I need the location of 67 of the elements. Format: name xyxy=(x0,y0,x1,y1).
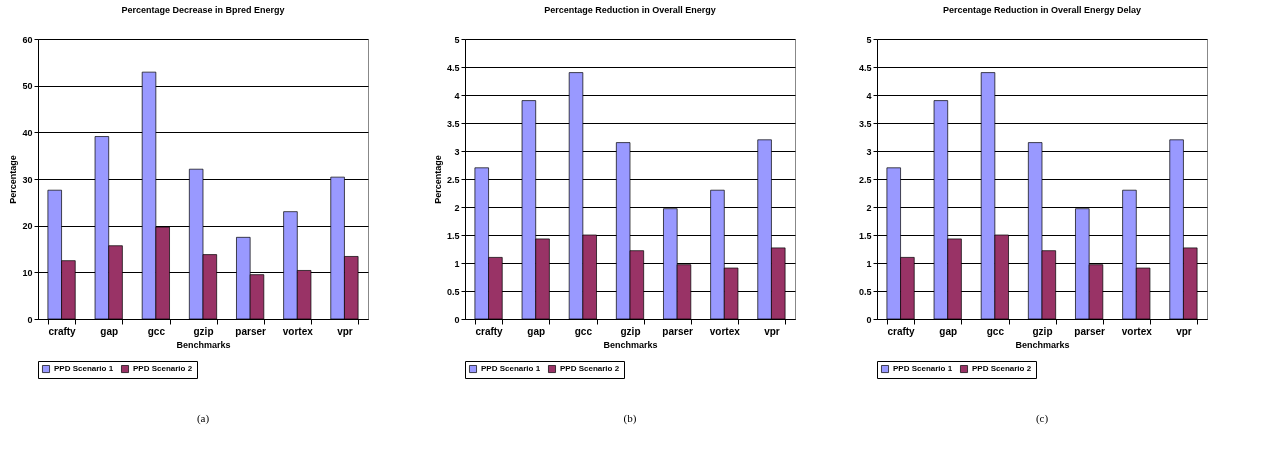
x-tick-label: gcc xyxy=(986,325,1005,337)
x-tick-label: gap xyxy=(527,325,546,337)
y-tick-label: 0 xyxy=(454,314,460,325)
text: (b) xyxy=(623,412,637,425)
x-tick-label: parser xyxy=(662,325,694,337)
x-tick-label: crafty xyxy=(48,325,77,337)
x-tick-label: crafty xyxy=(475,325,504,337)
chart-title: Percentage Decrease in Bpred Energy xyxy=(121,5,285,15)
y-tick-label: 60 xyxy=(22,34,33,45)
x-tick-label: parser xyxy=(235,325,267,337)
legend-label: PPD Scenario 2 xyxy=(972,364,1032,374)
y-axis-title: Percentage xyxy=(432,155,443,204)
y-tick-label: 4 xyxy=(866,90,872,101)
x-axis-title: Benchmarks xyxy=(176,339,231,350)
chart-title: Percentage Reduction in Overall Energy xyxy=(544,5,716,15)
y-tick-label: 10 xyxy=(22,267,33,278)
legend-label: PPD Scenario 2 xyxy=(133,364,193,374)
x-tick-label: gzip xyxy=(193,325,214,337)
x-tick-label: gcc xyxy=(574,325,593,337)
x-tick-label: parser xyxy=(1074,325,1106,337)
y-tick-label: 2.5 xyxy=(858,174,872,185)
x-tick-label: gap xyxy=(100,325,119,337)
y-tick-label: 1 xyxy=(866,258,872,269)
y-tick-label: 0.5 xyxy=(858,286,872,297)
y-tick-label: 3 xyxy=(454,146,460,157)
y-tick-label: 5 xyxy=(454,34,460,45)
x-tick-label: vortex xyxy=(282,325,314,337)
x-tick-label: gzip xyxy=(1032,325,1053,337)
y-tick-label: 0.5 xyxy=(446,286,460,297)
y-tick-label: 2 xyxy=(866,202,872,213)
y-tick-label: 50 xyxy=(22,81,33,92)
y-tick-label: 30 xyxy=(22,174,33,185)
legend-label: PPD Scenario 2 xyxy=(560,364,620,374)
y-tick-label: 0 xyxy=(866,314,872,325)
chart-title: Percentage Reduction in Overall Energy Delay xyxy=(942,5,1142,15)
y-tick-label: 3.5 xyxy=(446,118,460,129)
y-tick-label: 1 xyxy=(454,258,460,269)
x-tick-label: gcc xyxy=(147,325,166,337)
legend-label: PPD Scenario 1 xyxy=(481,364,541,374)
text: (a) xyxy=(196,412,210,425)
x-tick-label: crafty xyxy=(887,325,916,337)
x-tick-label: vortex xyxy=(709,325,741,337)
y-tick-label: 2 xyxy=(454,202,460,213)
y-tick-label: 1.5 xyxy=(446,230,460,241)
y-tick-label: 20 xyxy=(22,221,33,232)
legend-label: PPD Scenario 1 xyxy=(54,364,114,374)
y-tick-label: 3.5 xyxy=(858,118,872,129)
y-tick-label: 4.5 xyxy=(858,62,872,73)
y-tick-label: 40 xyxy=(22,127,33,138)
x-tick-label: vpr xyxy=(764,325,780,337)
text: (c) xyxy=(1035,412,1049,425)
y-tick-label: 0 xyxy=(27,314,33,325)
x-tick-label: vpr xyxy=(1176,325,1192,337)
x-axis-title: Benchmarks xyxy=(603,339,658,350)
y-tick-label: 1.5 xyxy=(858,230,872,241)
x-tick-label: gzip xyxy=(620,325,641,337)
legend-label: PPD Scenario 1 xyxy=(893,364,953,374)
x-axis-title: Benchmarks xyxy=(1015,339,1070,350)
y-axis-title: Percentage xyxy=(8,155,19,204)
y-tick-label: 4.5 xyxy=(446,62,460,73)
x-tick-label: gap xyxy=(939,325,958,337)
x-tick-label: vortex xyxy=(1121,325,1153,337)
x-tick-label: vpr xyxy=(337,325,353,337)
y-tick-label: 2.5 xyxy=(446,174,460,185)
y-tick-label: 3 xyxy=(866,146,872,157)
y-tick-label: 5 xyxy=(866,34,872,45)
y-tick-label: 4 xyxy=(454,90,460,101)
